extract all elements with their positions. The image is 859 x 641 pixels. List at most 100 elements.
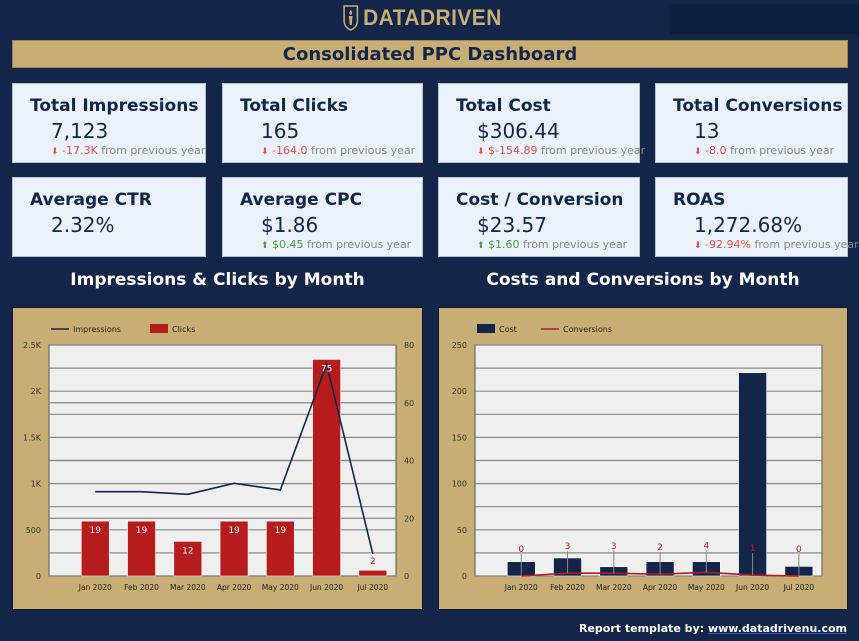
footer-link[interactable]: www.datadrivenu.com [707, 622, 847, 635]
x-tick-label: Mar 2020 [170, 583, 206, 592]
data-label: 12 [182, 546, 193, 556]
legend-swatch-clicks [150, 324, 168, 333]
kpi-card-total-impressions: Total Impressions 7,123 ⬇ -17.3K from pre… [12, 83, 206, 163]
kpi-title: Average CTR [30, 190, 152, 210]
data-label: 75 [321, 364, 332, 374]
x-tick-label: May 2020 [688, 583, 725, 592]
bar-clicks [358, 569, 388, 577]
legend-label-conversions: Conversions [563, 325, 612, 334]
costs-conversions-chart-panel: 0 50 100 150 200 250 Jan 2020 Feb 2020 Mar 2020 A… [438, 307, 848, 610]
kpi-value: 13 [694, 119, 720, 143]
data-label: 19 [275, 526, 287, 536]
kpi-delta-suffix: from previous year [541, 144, 646, 157]
kpi-delta-suffix: from previous year [311, 144, 416, 157]
bar-cost [738, 372, 767, 577]
section-title-costs-conversions: Costs and Conversions by Month [486, 270, 800, 290]
arrow-down-icon: ⬇ [261, 147, 269, 157]
y2-tick-label: 20 [404, 514, 414, 523]
x-tick-label: Jul 2020 [783, 583, 815, 592]
kpi-delta-value: $-154.89 [488, 144, 538, 157]
section-title-impressions-clicks: Impressions & Clicks by Month [70, 270, 365, 290]
top-right-panel [670, 4, 859, 32]
kpi-value: 165 [261, 119, 300, 143]
kpi-title: Total Impressions [30, 96, 199, 116]
y2-tick-label: 80 [404, 341, 414, 350]
bar-clicks [127, 520, 156, 577]
kpi-delta: ⬇ -164.0 from previous year [240, 144, 422, 157]
kpi-delta: ⬆ $0.45 from previous year [240, 238, 422, 251]
kpi-title: Total Clicks [240, 96, 348, 116]
kpi-delta-value: -17.3K [62, 144, 98, 157]
kpi-card-total-cost: Total Cost $306.44 ⬇ $-154.89 from previo… [438, 83, 645, 163]
x-tick-label: Jan 2020 [504, 583, 538, 592]
arrow-down-icon: ⬇ [694, 147, 702, 157]
kpi-value: $23.57 [477, 213, 547, 237]
x-tick-label: May 2020 [262, 583, 299, 592]
brand-name: DATADRIVEN [363, 5, 502, 30]
y-tick-label: 100 [452, 480, 467, 489]
data-label: 19 [228, 526, 240, 536]
data-label: 4 [703, 541, 709, 551]
arrow-up-icon: ⬆ [477, 241, 485, 251]
y2-tick-label: 40 [404, 457, 414, 466]
kpi-delta: ⬇ -8.0 from previous year [673, 144, 847, 157]
kpi-delta-suffix: from previous year [523, 238, 628, 251]
data-label: 0 [796, 545, 802, 555]
y-tick-label: 200 [452, 387, 467, 396]
legend-swatch-cost [477, 324, 495, 333]
kpi-card-average-ctr: Average CTR 2.32% [12, 177, 206, 257]
arrow-down-icon: ⬇ [477, 147, 485, 157]
bar-clicks [266, 520, 295, 577]
x-tick-label: Feb 2020 [124, 583, 159, 592]
kpi-value: 1,272.68% [694, 213, 803, 237]
kpi-delta: ⬇ $-154.89 from previous year [456, 144, 645, 157]
data-label: 19 [90, 526, 102, 536]
kpi-title: Average CPC [240, 190, 363, 210]
legend-label-impressions: Impressions [73, 325, 121, 334]
bar-clicks [80, 520, 110, 577]
impressions-clicks-chart-panel: 0 500 1K 1.5K 2K 2.5K 0 20 40 60 80 Jan 2020 Feb 202… [12, 307, 423, 610]
x-tick-label: Jul 2020 [357, 583, 389, 592]
x-tick-label: Jun 2020 [309, 583, 343, 592]
kpi-title: Total Cost [456, 96, 551, 116]
kpi-card-average-cpc: Average CPC $1.86 ⬆ $0.45 from previous y… [222, 177, 423, 257]
kpi-value: $306.44 [477, 119, 560, 143]
kpi-value: 2.32% [51, 213, 115, 237]
y-tick-label: 0 [36, 572, 41, 581]
kpi-delta-value: -164.0 [272, 144, 308, 157]
page-title: Consolidated PPC Dashboard [12, 40, 848, 68]
data-label: 1 [750, 544, 756, 554]
y-tick-label: 150 [452, 433, 467, 442]
y2-tick-label: 0 [404, 572, 409, 581]
kpi-title: ROAS [673, 190, 726, 210]
y-tick-label: 0 [462, 572, 467, 581]
x-tick-label: Feb 2020 [550, 583, 585, 592]
kpi-title: Total Conversions [673, 96, 843, 116]
line-impressions [95, 361, 374, 555]
kpi-value: $1.86 [261, 213, 319, 237]
kpi-delta-suffix: from previous year [101, 144, 206, 157]
kpi-card-total-conversions: Total Conversions 13 ⬇ -8.0 from previous… [655, 83, 848, 163]
data-label: 19 [136, 526, 148, 536]
arrow-down-icon: ⬇ [51, 147, 59, 157]
x-tick-label: Apr 2020 [643, 583, 678, 592]
y-tick-label: 1K [31, 480, 42, 489]
torch-shield-icon [343, 5, 359, 31]
data-label: 3 [611, 542, 617, 552]
y-tick-label: 2K [31, 387, 42, 396]
x-tick-label: Apr 2020 [217, 583, 252, 592]
kpi-delta: ⬆ $1.60 from previous year [456, 238, 639, 251]
kpi-title: Cost / Conversion [456, 190, 624, 210]
kpi-card-roas: ROAS 1,272.68% ⬇ -92.94% from previous ye… [655, 177, 859, 257]
y2-tick-label: 60 [404, 399, 414, 408]
kpi-delta-value: $0.45 [272, 238, 304, 251]
legend-label-clicks: Clicks [172, 325, 195, 334]
impressions-clicks-chart: 0 500 1K 1.5K 2K 2.5K 0 20 40 60 80 Jan 2020 Feb 202… [23, 324, 414, 592]
arrow-up-icon: ⬆ [261, 241, 269, 251]
data-label: 0 [518, 545, 524, 555]
footer: Report template by: www.datadrivenu.com [579, 622, 847, 635]
bar-clicks [312, 359, 341, 577]
y-tick-label: 2.5K [23, 341, 42, 350]
kpi-delta-value: $1.60 [488, 238, 520, 251]
legend-label-cost: Cost [499, 325, 517, 334]
